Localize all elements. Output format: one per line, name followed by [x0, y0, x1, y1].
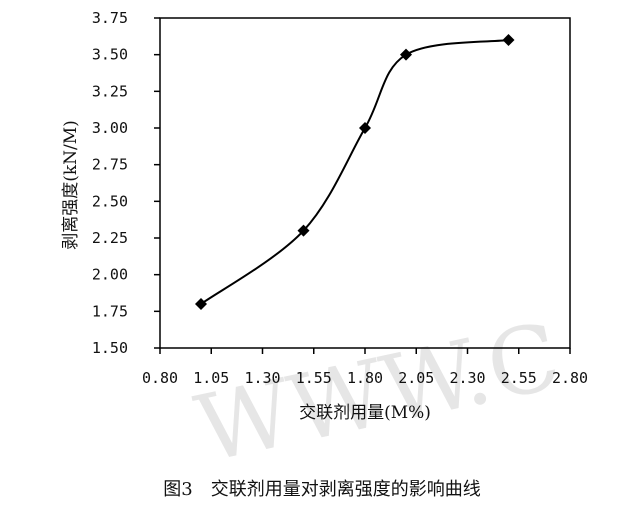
watermark: WWW.C: [187, 303, 568, 484]
x-tick-label: 2.30: [449, 369, 485, 387]
x-tick-label: 2.05: [398, 369, 434, 387]
y-tick-label: 3.50: [92, 46, 128, 64]
x-tick-label: 2.80: [552, 369, 588, 387]
x-tick-label: 1.55: [296, 369, 332, 387]
y-tick-label: 1.75: [92, 302, 128, 320]
data-point-marker: [297, 224, 310, 237]
y-tick-label: 2.00: [92, 266, 128, 284]
y-tick-label: 2.50: [92, 192, 128, 210]
data-point-marker: [359, 122, 371, 134]
y-tick-label: 3.00: [92, 119, 128, 137]
y-tick-label: 3.75: [92, 9, 128, 27]
x-tick-label: 1.05: [193, 369, 229, 387]
y-axis-ticks: 1.50 1.75 2.00 2.25 2.50 2.75 3.00 3.25 3.50 3.75: [92, 9, 160, 357]
data-point-marker: [502, 34, 515, 46]
watermark-text: WWW.C: [187, 303, 568, 484]
x-tick-label: 1.30: [244, 369, 280, 387]
y-tick-label: 3.25: [92, 82, 128, 100]
data-markers: [195, 34, 515, 310]
y-axis-title: 剥离强度(kN/M): [61, 120, 81, 250]
x-tick-label: 1.80: [347, 369, 383, 387]
y-tick-label: 1.50: [92, 339, 128, 357]
data-point-marker: [195, 298, 207, 310]
series-line: [200, 39, 509, 305]
y-tick-label: 2.75: [92, 156, 128, 174]
x-axis-ticks: 0.80 1.05 1.30 1.55 1.80 2.05 2.30 2.55 2.80: [142, 348, 588, 387]
data-point-marker: [400, 48, 412, 61]
figure-caption: 图3 交联剂用量对剥离强度的影响曲线: [163, 479, 480, 500]
x-tick-label: 0.80: [142, 369, 178, 387]
axes: [159, 17, 571, 349]
plot-frame: [159, 17, 571, 349]
x-tick-label: 2.55: [501, 369, 537, 387]
x-axis-title: 交联剂用量(M%): [299, 403, 431, 423]
y-tick-label: 2.25: [92, 229, 128, 247]
